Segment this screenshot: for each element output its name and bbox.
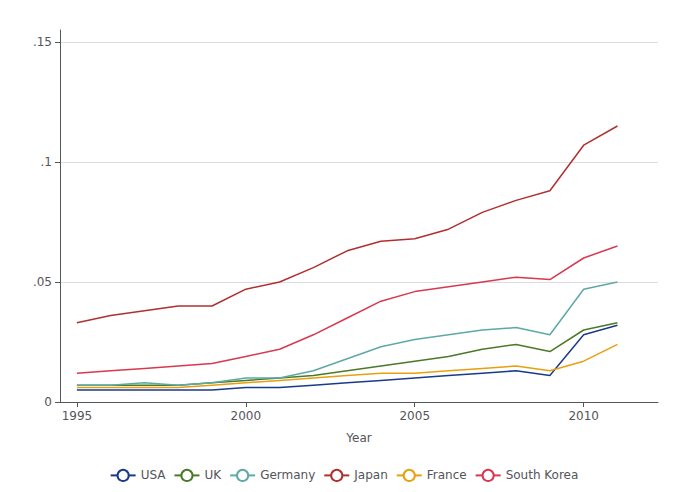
svg-text:.15: .15 xyxy=(33,35,52,49)
svg-text:Germany: Germany xyxy=(260,468,315,482)
svg-text:Japan: Japan xyxy=(353,468,387,482)
svg-text:.1: .1 xyxy=(41,155,52,169)
svg-text:USA: USA xyxy=(141,468,167,482)
svg-text:South Korea: South Korea xyxy=(506,468,579,482)
svg-text:2010: 2010 xyxy=(568,409,599,423)
svg-text:Year: Year xyxy=(345,431,371,445)
svg-text:2000: 2000 xyxy=(231,409,262,423)
svg-text:UK: UK xyxy=(204,468,222,482)
svg-text:.05: .05 xyxy=(33,275,52,289)
svg-text:France: France xyxy=(427,468,467,482)
svg-text:1995: 1995 xyxy=(62,409,93,423)
svg-text:0: 0 xyxy=(44,395,52,409)
svg-text:2005: 2005 xyxy=(399,409,430,423)
